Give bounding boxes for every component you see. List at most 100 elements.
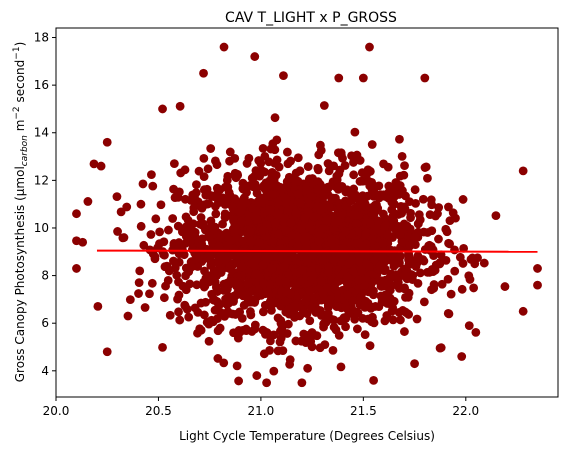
scatter-point [162,261,172,271]
scatter-point [303,162,313,172]
scatter-point-outlier [334,73,344,83]
scatter-point [358,241,367,251]
scatter-point [428,245,438,255]
scatter-point-outlier [78,237,88,247]
scatter-point [191,188,201,197]
scatter-point [464,321,474,331]
scatter-point [228,309,238,319]
scatter-point [223,171,233,181]
scatter-point [176,168,186,178]
scatter-point [457,284,467,294]
scatter-point [442,227,452,237]
scatter-point [450,266,460,276]
scatter-point [382,311,392,320]
scatter-point [280,297,290,306]
scatter-point [164,225,173,235]
scatter-point [367,140,377,149]
x-tick-label: 20.5 [145,404,172,418]
scatter-point [450,245,459,255]
scatter-point [446,289,456,299]
scatter-point [123,311,133,321]
scatter-point [235,307,245,317]
scatter-point [362,169,372,179]
scatter-point [355,257,364,267]
scatter-point [280,193,290,203]
scatter-point-outlier [250,52,260,61]
scatter-point [219,286,229,295]
scatter-point [355,176,365,186]
scatter-point [353,203,363,213]
scatter-point [173,294,182,304]
scatter-point [237,262,247,272]
scatter-point [265,205,275,215]
scatter-point [212,183,222,193]
scatter-point-outlier [199,68,208,78]
scatter-point [361,230,370,240]
scatter-point [302,256,312,266]
scatter-point [295,311,305,321]
scatter-point [219,358,229,368]
scatter-point [174,277,183,287]
scatter-point [258,260,268,270]
scatter-point [336,362,346,372]
scatter-point [325,295,334,305]
y-tick-label: 16 [34,78,49,92]
scatter-point [397,152,407,161]
scatter-point [272,155,282,165]
y-tick-label: 18 [34,31,49,45]
scatter-point [365,341,375,351]
x-axis-ticks: 20.0 20.5 21.0 21.5 22.0 [43,397,479,418]
y-axis-label-subscript: carbon [20,135,30,166]
scatter-point [256,197,266,207]
scatter-point [301,232,311,242]
scatter-point [410,185,420,195]
scatter-point [341,322,350,332]
scatter-point [273,346,283,356]
scatter-point [444,309,454,319]
scatter-point-outlier [158,104,167,114]
scatter-point-outlier [219,42,229,52]
scatter-point [242,159,252,168]
scatter-point [230,194,240,204]
scatter-point [374,181,384,191]
scatter-point [448,208,458,218]
scatter-point [199,310,209,320]
scatter-point [349,158,358,167]
scatter-point [262,378,272,388]
scatter-point [458,195,468,204]
scatter-point [174,307,183,317]
scatter-point [405,241,415,251]
scatter-point [308,250,318,260]
y-tick-label: 10 [34,221,49,235]
scatter-point [134,289,143,298]
scatter-point [399,271,409,281]
scatter-point [388,315,398,325]
scatter-point [146,230,156,239]
scatter-point [218,219,227,229]
scatter-point [313,201,323,211]
scatter-point [207,238,217,248]
scatter-point [264,157,274,167]
scatter-point [213,326,223,336]
scatter-point [227,265,236,275]
scatter-point [199,172,209,182]
scatter-point [396,315,405,325]
scatter-point [500,282,510,291]
scatter-point [212,287,222,296]
scatter-point [226,236,236,245]
scatter-point-outlier [72,209,81,219]
scatter-point [281,277,291,287]
scatter-point [261,253,271,263]
scatter-point [165,310,175,320]
scatter-point [259,349,269,359]
scatter-point [258,307,268,317]
scatter-point [295,166,305,176]
scatter-point-outlier [518,166,528,176]
scatter-point [134,278,144,288]
scatter-point [350,190,360,200]
scatter-point [471,327,481,337]
scatter-point [434,234,443,244]
scatter-point [286,218,296,228]
scatter-point [231,221,241,231]
scatter-point [281,307,291,317]
